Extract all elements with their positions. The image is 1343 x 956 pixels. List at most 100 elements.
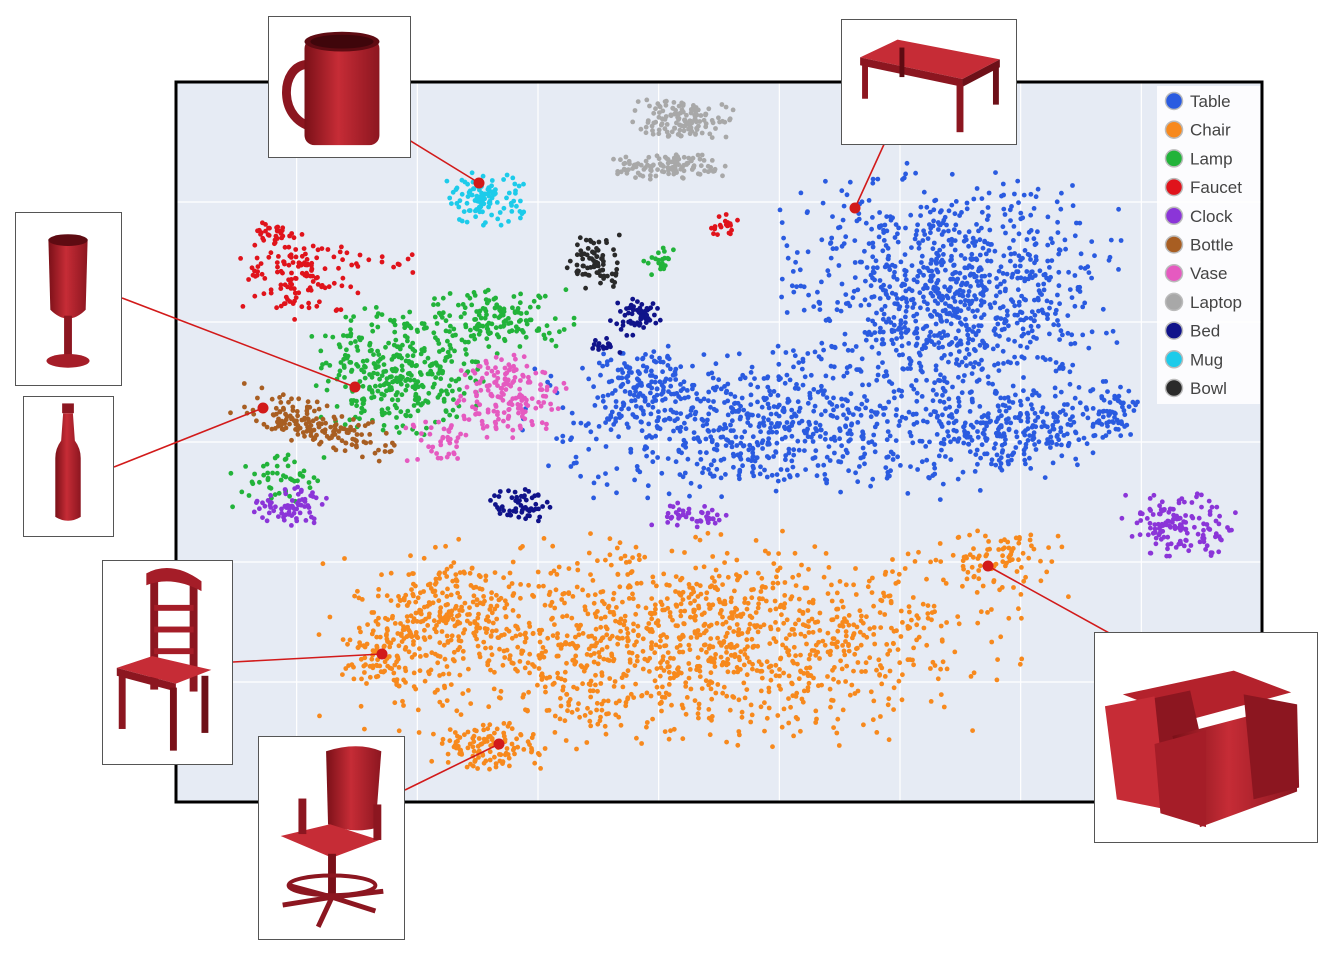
point-table — [745, 420, 751, 425]
point-table — [765, 401, 771, 407]
point-table — [1032, 442, 1037, 447]
point-chair — [540, 645, 546, 650]
point-table — [842, 331, 848, 337]
point-chair — [727, 625, 732, 631]
point-chair — [650, 574, 656, 580]
point-chair — [659, 694, 665, 700]
point-chair — [1019, 565, 1024, 570]
point-table — [920, 369, 925, 375]
point-lamp — [426, 390, 432, 396]
point-lamp — [386, 410, 392, 416]
point-table — [1060, 361, 1065, 367]
point-table — [880, 248, 886, 254]
point-table — [1004, 308, 1010, 314]
point-clock — [716, 517, 722, 523]
point-lamp — [546, 330, 552, 336]
point-table — [723, 425, 729, 431]
point-table — [640, 356, 645, 362]
point-table — [994, 433, 1000, 439]
point-chair — [960, 558, 966, 564]
point-table — [639, 428, 645, 434]
point-table — [918, 204, 924, 210]
point-chair — [616, 714, 622, 720]
point-chair — [552, 622, 557, 627]
point-table — [945, 332, 951, 338]
point-chair — [483, 737, 489, 742]
point-clock — [705, 520, 711, 526]
point-chair — [461, 569, 467, 575]
point-chair — [967, 552, 973, 558]
point-chair — [457, 608, 462, 613]
point-table — [960, 280, 965, 286]
point-table — [929, 339, 935, 345]
point-chair — [351, 676, 357, 682]
point-table — [1071, 419, 1077, 425]
point-chair — [868, 689, 874, 695]
point-chair — [537, 752, 542, 758]
point-chair — [604, 632, 610, 638]
point-chair — [453, 583, 459, 589]
point-table — [1025, 415, 1031, 421]
point-chair — [669, 702, 674, 708]
point-chair — [601, 656, 607, 662]
point-chair — [439, 629, 445, 634]
point-table — [1031, 236, 1037, 242]
point-chair — [749, 636, 755, 642]
point-clock — [310, 494, 316, 499]
point-chair — [576, 632, 582, 638]
point-table — [644, 453, 649, 459]
point-chair — [806, 680, 812, 686]
point-chair — [650, 716, 655, 722]
point-chair — [517, 632, 523, 638]
point-lamp — [515, 306, 521, 311]
point-chair — [970, 728, 975, 733]
point-table — [824, 477, 830, 483]
point-table — [1002, 441, 1008, 447]
point-lamp — [373, 383, 378, 389]
point-lamp — [344, 333, 350, 339]
point-lamp — [320, 362, 325, 367]
point-clock — [1165, 534, 1171, 540]
point-lamp — [473, 359, 478, 365]
point-chair — [891, 628, 897, 634]
point-table — [962, 428, 967, 434]
point-chair — [635, 633, 641, 639]
point-table — [952, 299, 958, 304]
point-chair — [914, 622, 920, 628]
point-table — [1028, 212, 1034, 218]
point-table — [908, 212, 914, 218]
point-chair — [955, 535, 961, 540]
point-table — [1005, 359, 1011, 365]
point-table — [1054, 199, 1060, 205]
point-chair — [938, 692, 944, 697]
point-table — [872, 442, 878, 447]
point-table — [921, 294, 926, 300]
point-chair — [858, 618, 864, 624]
point-chair — [452, 623, 458, 629]
point-lamp — [348, 340, 354, 346]
point-chair — [560, 684, 566, 690]
point-lamp — [553, 343, 559, 349]
point-table — [1067, 287, 1073, 292]
point-chair — [433, 576, 439, 582]
point-lamp — [516, 319, 522, 324]
point-chair — [750, 644, 756, 649]
point-lamp — [379, 410, 385, 415]
point-lamp — [407, 377, 413, 383]
point-chair — [857, 608, 863, 614]
point-table — [735, 400, 741, 406]
point-table — [940, 308, 946, 314]
point-chair — [771, 561, 777, 566]
point-table — [955, 476, 961, 482]
point-chair — [453, 572, 459, 577]
point-lamp — [430, 384, 436, 390]
point-table — [995, 416, 1001, 422]
point-table — [732, 394, 738, 399]
point-bottle — [275, 419, 280, 425]
point-table — [1036, 288, 1042, 294]
point-chair — [720, 582, 725, 587]
point-lamp — [524, 310, 529, 316]
point-table — [890, 457, 896, 462]
point-table — [874, 377, 880, 383]
point-chair — [865, 584, 871, 590]
